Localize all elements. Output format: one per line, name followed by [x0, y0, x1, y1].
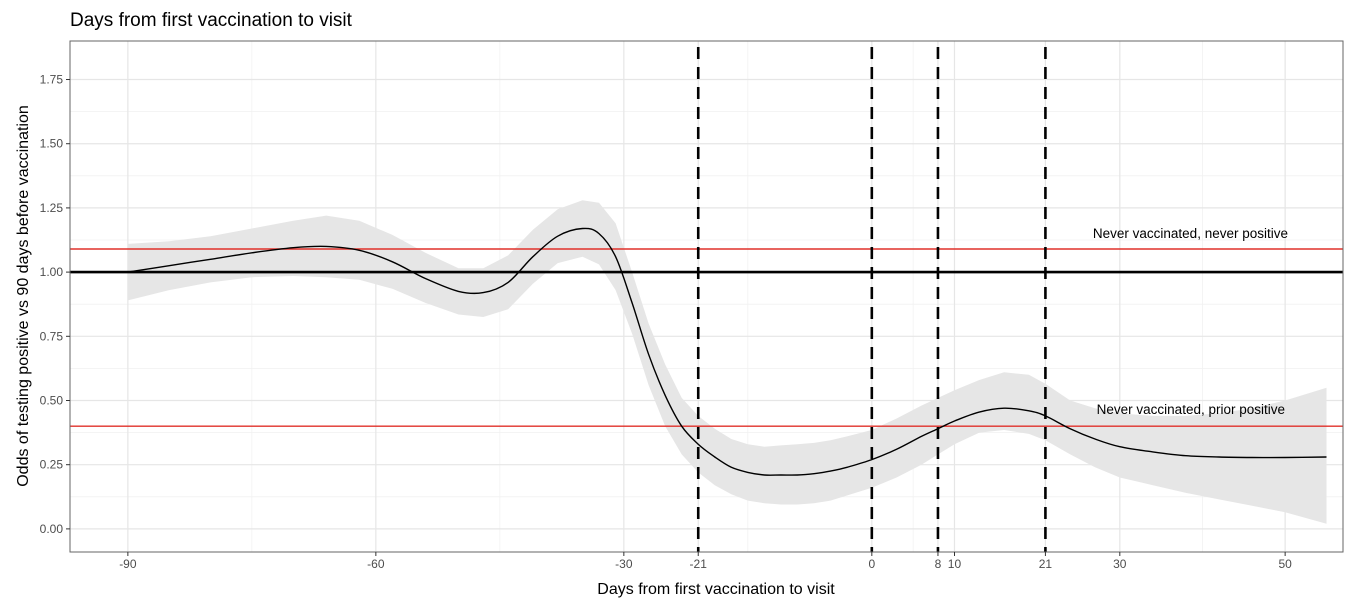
x-tick-label: -60	[367, 557, 385, 571]
confidence-band-layer	[127, 200, 1327, 524]
y-ticks: 0.00 0.25 0.50 0.75 1.00 1.25 1.50 1.75	[40, 73, 70, 536]
y-tick-label: 1.75	[40, 73, 64, 87]
y-tick-label: 0.00	[40, 522, 64, 536]
x-tick-label: 50	[1278, 557, 1292, 571]
x-tick-label: 30	[1113, 557, 1127, 571]
annotation-prior-positive: Never vaccinated, prior positive	[1097, 402, 1285, 417]
y-tick-label: 0.75	[40, 329, 64, 343]
confidence-band	[127, 200, 1327, 524]
x-tick-label: 8	[935, 557, 942, 571]
reference-lines	[70, 47, 1343, 552]
y-tick-label: 0.50	[40, 393, 64, 407]
x-tick-label: 10	[948, 557, 962, 571]
x-tick-label: -90	[119, 557, 137, 571]
x-tick-label: 21	[1039, 557, 1053, 571]
chart-title: Days from first vaccination to visit	[70, 10, 353, 31]
y-tick-label: 0.25	[40, 458, 64, 472]
plot-frame	[69, 40, 1344, 553]
y-tick-label: 1.50	[40, 137, 64, 151]
x-tick-label: -21	[690, 557, 708, 571]
series-line-layer	[127, 227, 1327, 476]
x-axis-title: Days from first vaccination to visit	[597, 581, 835, 598]
y-tick-label: 1.00	[40, 265, 64, 279]
series-line	[127, 227, 1327, 476]
x-ticks: -90 -60 -30 -21 0 8 10 21 30 50	[119, 552, 1292, 571]
x-tick-label: -30	[615, 557, 633, 571]
annotation-never-positive: Never vaccinated, never positive	[1093, 226, 1288, 241]
y-tick-label: 1.25	[40, 201, 64, 215]
x-tick-label: 0	[868, 557, 875, 571]
y-axis-title: Odds of testing positive vs 90 days befo…	[15, 105, 32, 487]
